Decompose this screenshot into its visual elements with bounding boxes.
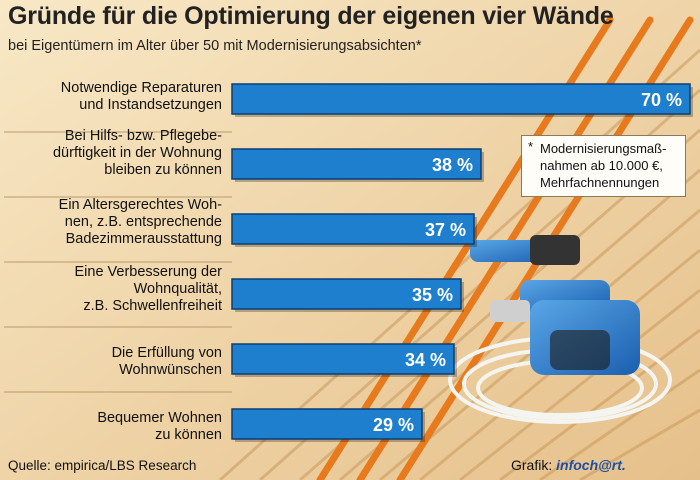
footnote-box: * Modernisierungsmaß- nahmen ab 10.000 €… (521, 135, 686, 197)
bar-value-label: 37 % (425, 220, 466, 240)
footnote-text: Modernisierungsmaß- nahmen ab 10.000 €, … (540, 141, 667, 190)
category-label: Bequemer Wohnen zu können (97, 410, 222, 443)
source-text: Quelle: empirica/LBS Research (8, 458, 197, 473)
power-tool-illustration (470, 235, 640, 375)
bar-value-label: 70 % (641, 90, 682, 110)
category-label: Notwendige Reparaturen und Instandsetzun… (60, 80, 222, 113)
category-label: Die Erfüllung von Wohnwünschen (111, 345, 222, 378)
credit: Grafik: infoch@rt. (511, 457, 626, 473)
bar-value-label: 38 % (432, 155, 473, 175)
bar-6 (231, 408, 423, 440)
chart-title: Gründe für die Optimierung der eigenen v… (8, 2, 614, 30)
category-label: Ein Altersgerechtes Woh- nen, z.B. entsp… (58, 197, 222, 247)
bar-2 (231, 148, 482, 180)
bar-3 (231, 213, 475, 245)
credit-label: Grafik: (511, 457, 553, 473)
bar-value-label: 34 % (405, 350, 446, 370)
category-label: Eine Verbesserung der Wohnqualität, z.B.… (74, 264, 222, 314)
bar-4 (231, 278, 462, 310)
bar-value-label: 29 % (373, 415, 414, 435)
bar-5 (231, 343, 455, 375)
infochart-logo: infoch@rt. (556, 457, 626, 473)
bar-value-label: 35 % (412, 285, 453, 305)
chart-subtitle: bei Eigentümern im Alter über 50 mit Mod… (8, 38, 422, 54)
footnote-marker: * (528, 139, 534, 154)
category-label: Bei Hilfs- bzw. Pflegebe- dürftigkeit in… (52, 128, 222, 178)
bar-1 (231, 83, 691, 115)
